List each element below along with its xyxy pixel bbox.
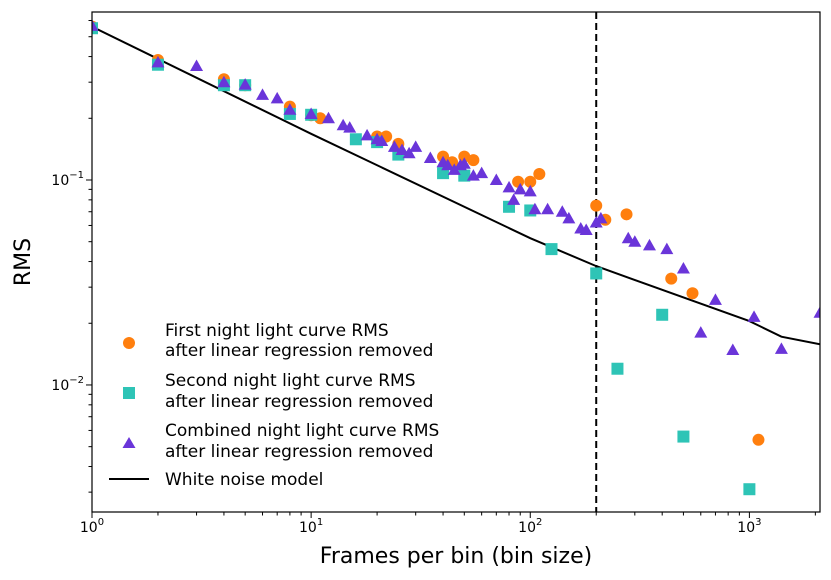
second-night-point xyxy=(503,200,516,213)
combined-night-point xyxy=(283,103,297,115)
combined-night-point xyxy=(447,163,461,175)
combined-night-point xyxy=(409,140,423,152)
legend-text-first-night-2: after linear regression removed xyxy=(165,341,433,361)
combined-night-point xyxy=(343,121,357,133)
combined-night-point xyxy=(395,143,409,156)
legend-text-first-night-1: First night light curve RMS xyxy=(165,321,389,341)
x-tick-label: 100 xyxy=(80,517,104,536)
combined-night-point xyxy=(747,310,761,322)
x-axis-label: Frames per bin (bin size) xyxy=(320,544,592,569)
combined-night-point xyxy=(502,180,516,193)
combined-night-point xyxy=(528,202,542,215)
combined-night-point xyxy=(304,107,318,119)
ticks-layer: 100 101 102 103 10−2 10−1 xyxy=(51,19,816,536)
second-night-point xyxy=(743,483,756,496)
combined-night-point xyxy=(562,211,576,224)
legend-text-combined-night-1: Combined night light curve RMS xyxy=(165,421,439,441)
combined-night-point xyxy=(375,134,389,146)
combined-night-point xyxy=(190,59,204,71)
combined-night-point xyxy=(423,151,437,164)
legend-marker-combined-night xyxy=(122,437,136,448)
y-tick-label: 10−1 xyxy=(51,170,84,189)
combined-night-point xyxy=(92,19,99,31)
combined-night-point xyxy=(642,238,656,251)
first-night-point xyxy=(686,287,699,300)
combined-night-point xyxy=(628,235,642,247)
combined-night-point xyxy=(555,205,569,217)
x-tick-label: 102 xyxy=(518,517,542,536)
second-night-point xyxy=(458,169,471,182)
combined-night-point xyxy=(321,111,335,124)
combined-night-point xyxy=(594,211,608,224)
first-night-point xyxy=(665,272,678,285)
first-night-point xyxy=(620,208,633,221)
combined-night-point xyxy=(621,231,635,244)
combined-night-point xyxy=(523,184,537,197)
combined-night-point xyxy=(694,326,708,338)
combined-night-point xyxy=(270,91,284,104)
legend-marker-second-night xyxy=(123,387,135,399)
legend-text-second-night-1: Second night light curve RMS xyxy=(165,371,415,391)
combined-night-point xyxy=(489,173,503,185)
white-noise-model-line xyxy=(92,25,820,346)
first-night-point xyxy=(524,175,537,188)
first-night-point xyxy=(512,175,525,188)
second-night-point xyxy=(656,308,669,321)
y-tick-label: 10−2 xyxy=(51,375,84,394)
combined-night-point xyxy=(238,78,252,90)
x-tick-label: 103 xyxy=(737,517,761,536)
legend-marker-first-night xyxy=(123,337,135,349)
combined-night-point xyxy=(475,166,489,179)
first-night-point xyxy=(533,167,546,180)
combined-night-point xyxy=(774,342,788,354)
combined-night-point xyxy=(507,193,521,205)
combined-night-point xyxy=(256,88,270,100)
second-night-point xyxy=(590,267,603,280)
combined-night-point xyxy=(813,306,820,318)
combined-night-point xyxy=(387,140,401,152)
second-night-point xyxy=(611,362,624,375)
combined-night-point xyxy=(660,242,674,255)
legend-text-second-night-2: after linear regression removed xyxy=(165,392,433,412)
second-night-point xyxy=(677,430,690,443)
legend-text-white-noise: White noise model xyxy=(165,470,323,490)
x-tick-label: 101 xyxy=(299,517,323,536)
combined-night-point xyxy=(402,146,416,159)
second-night-point xyxy=(545,243,558,256)
combined-night-point xyxy=(457,157,471,169)
first-night-point xyxy=(467,154,480,167)
first-night-point xyxy=(752,433,765,446)
combined-night-point xyxy=(726,343,740,356)
combined-night-point xyxy=(441,158,455,171)
first-night-point xyxy=(458,150,471,163)
combined-night-point xyxy=(217,75,231,88)
combined-night-point xyxy=(360,128,374,141)
series-layer xyxy=(92,12,820,512)
combined-night-point xyxy=(708,293,722,305)
second-night-point xyxy=(349,133,362,146)
y-axis-label: RMS xyxy=(11,238,36,286)
combined-night-point xyxy=(513,182,527,195)
combined-night-point xyxy=(676,261,690,274)
legend-text-combined-night-2: after linear regression removed xyxy=(165,442,433,462)
legend: First night light curve RMS after linear… xyxy=(109,321,439,490)
combined-night-point xyxy=(579,223,593,236)
first-night-point xyxy=(590,199,603,212)
combined-night-point xyxy=(541,202,555,215)
combined-night-point xyxy=(151,55,165,68)
